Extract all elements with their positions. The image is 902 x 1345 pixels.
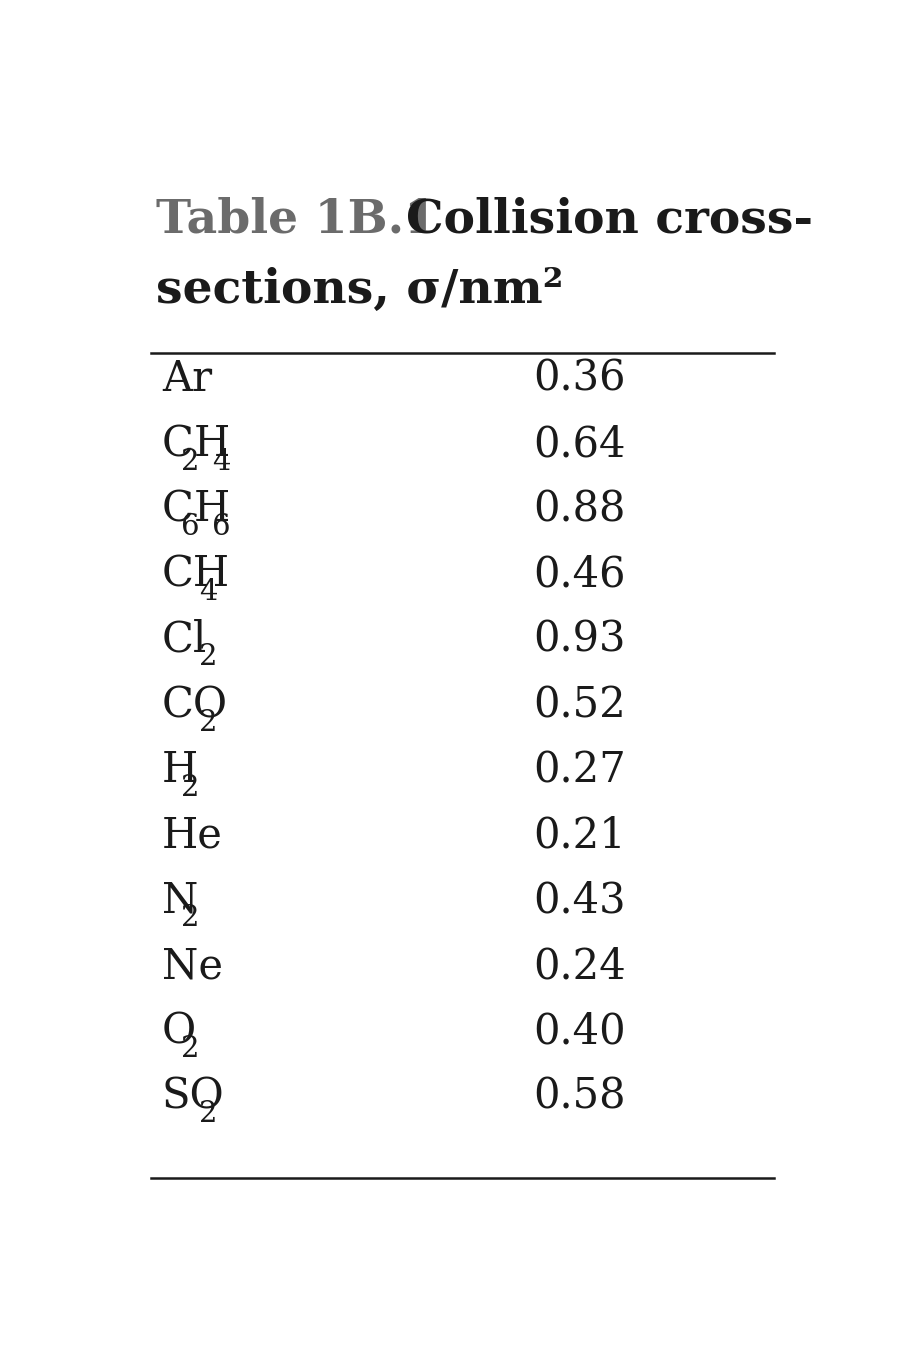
Text: 6: 6 — [212, 512, 231, 541]
Text: C: C — [161, 424, 194, 465]
Text: 4: 4 — [212, 448, 231, 476]
Text: H: H — [194, 424, 230, 465]
Text: 4: 4 — [199, 578, 217, 607]
Text: 0.64: 0.64 — [532, 424, 624, 465]
Text: Collision cross-: Collision cross- — [373, 196, 813, 242]
Text: 0.24: 0.24 — [532, 946, 625, 987]
Text: Table 1B.1: Table 1B.1 — [155, 196, 437, 242]
Text: 0.43: 0.43 — [532, 880, 625, 921]
Text: H: H — [161, 749, 198, 791]
Text: 0.21: 0.21 — [532, 815, 625, 857]
Text: He: He — [161, 815, 223, 857]
Text: 0.40: 0.40 — [532, 1010, 625, 1052]
Text: 6: 6 — [180, 512, 199, 541]
Text: O: O — [161, 1010, 196, 1052]
Text: 0.88: 0.88 — [532, 488, 624, 530]
Text: N: N — [161, 880, 198, 921]
Text: 2: 2 — [199, 1100, 217, 1128]
Text: CH: CH — [161, 554, 230, 596]
Text: 2: 2 — [180, 1034, 198, 1063]
Text: C: C — [161, 488, 194, 530]
Text: CO: CO — [161, 685, 227, 726]
Text: 0.58: 0.58 — [532, 1076, 624, 1118]
Text: 0.36: 0.36 — [532, 358, 624, 399]
Text: 2: 2 — [180, 448, 198, 476]
Text: 2: 2 — [199, 643, 217, 671]
Text: 0.27: 0.27 — [532, 749, 625, 791]
Text: 0.52: 0.52 — [532, 685, 625, 726]
Text: 2: 2 — [180, 904, 198, 932]
Text: sections, σ/nm²: sections, σ/nm² — [155, 266, 562, 312]
Text: Ar: Ar — [161, 358, 212, 399]
Text: Ne: Ne — [161, 946, 223, 987]
Text: H: H — [194, 488, 230, 530]
Text: SO: SO — [161, 1076, 225, 1118]
Text: 2: 2 — [180, 773, 198, 802]
Text: 2: 2 — [199, 709, 217, 737]
Text: 0.46: 0.46 — [532, 554, 624, 596]
Text: Cl: Cl — [161, 619, 207, 660]
Text: 0.93: 0.93 — [532, 619, 624, 660]
